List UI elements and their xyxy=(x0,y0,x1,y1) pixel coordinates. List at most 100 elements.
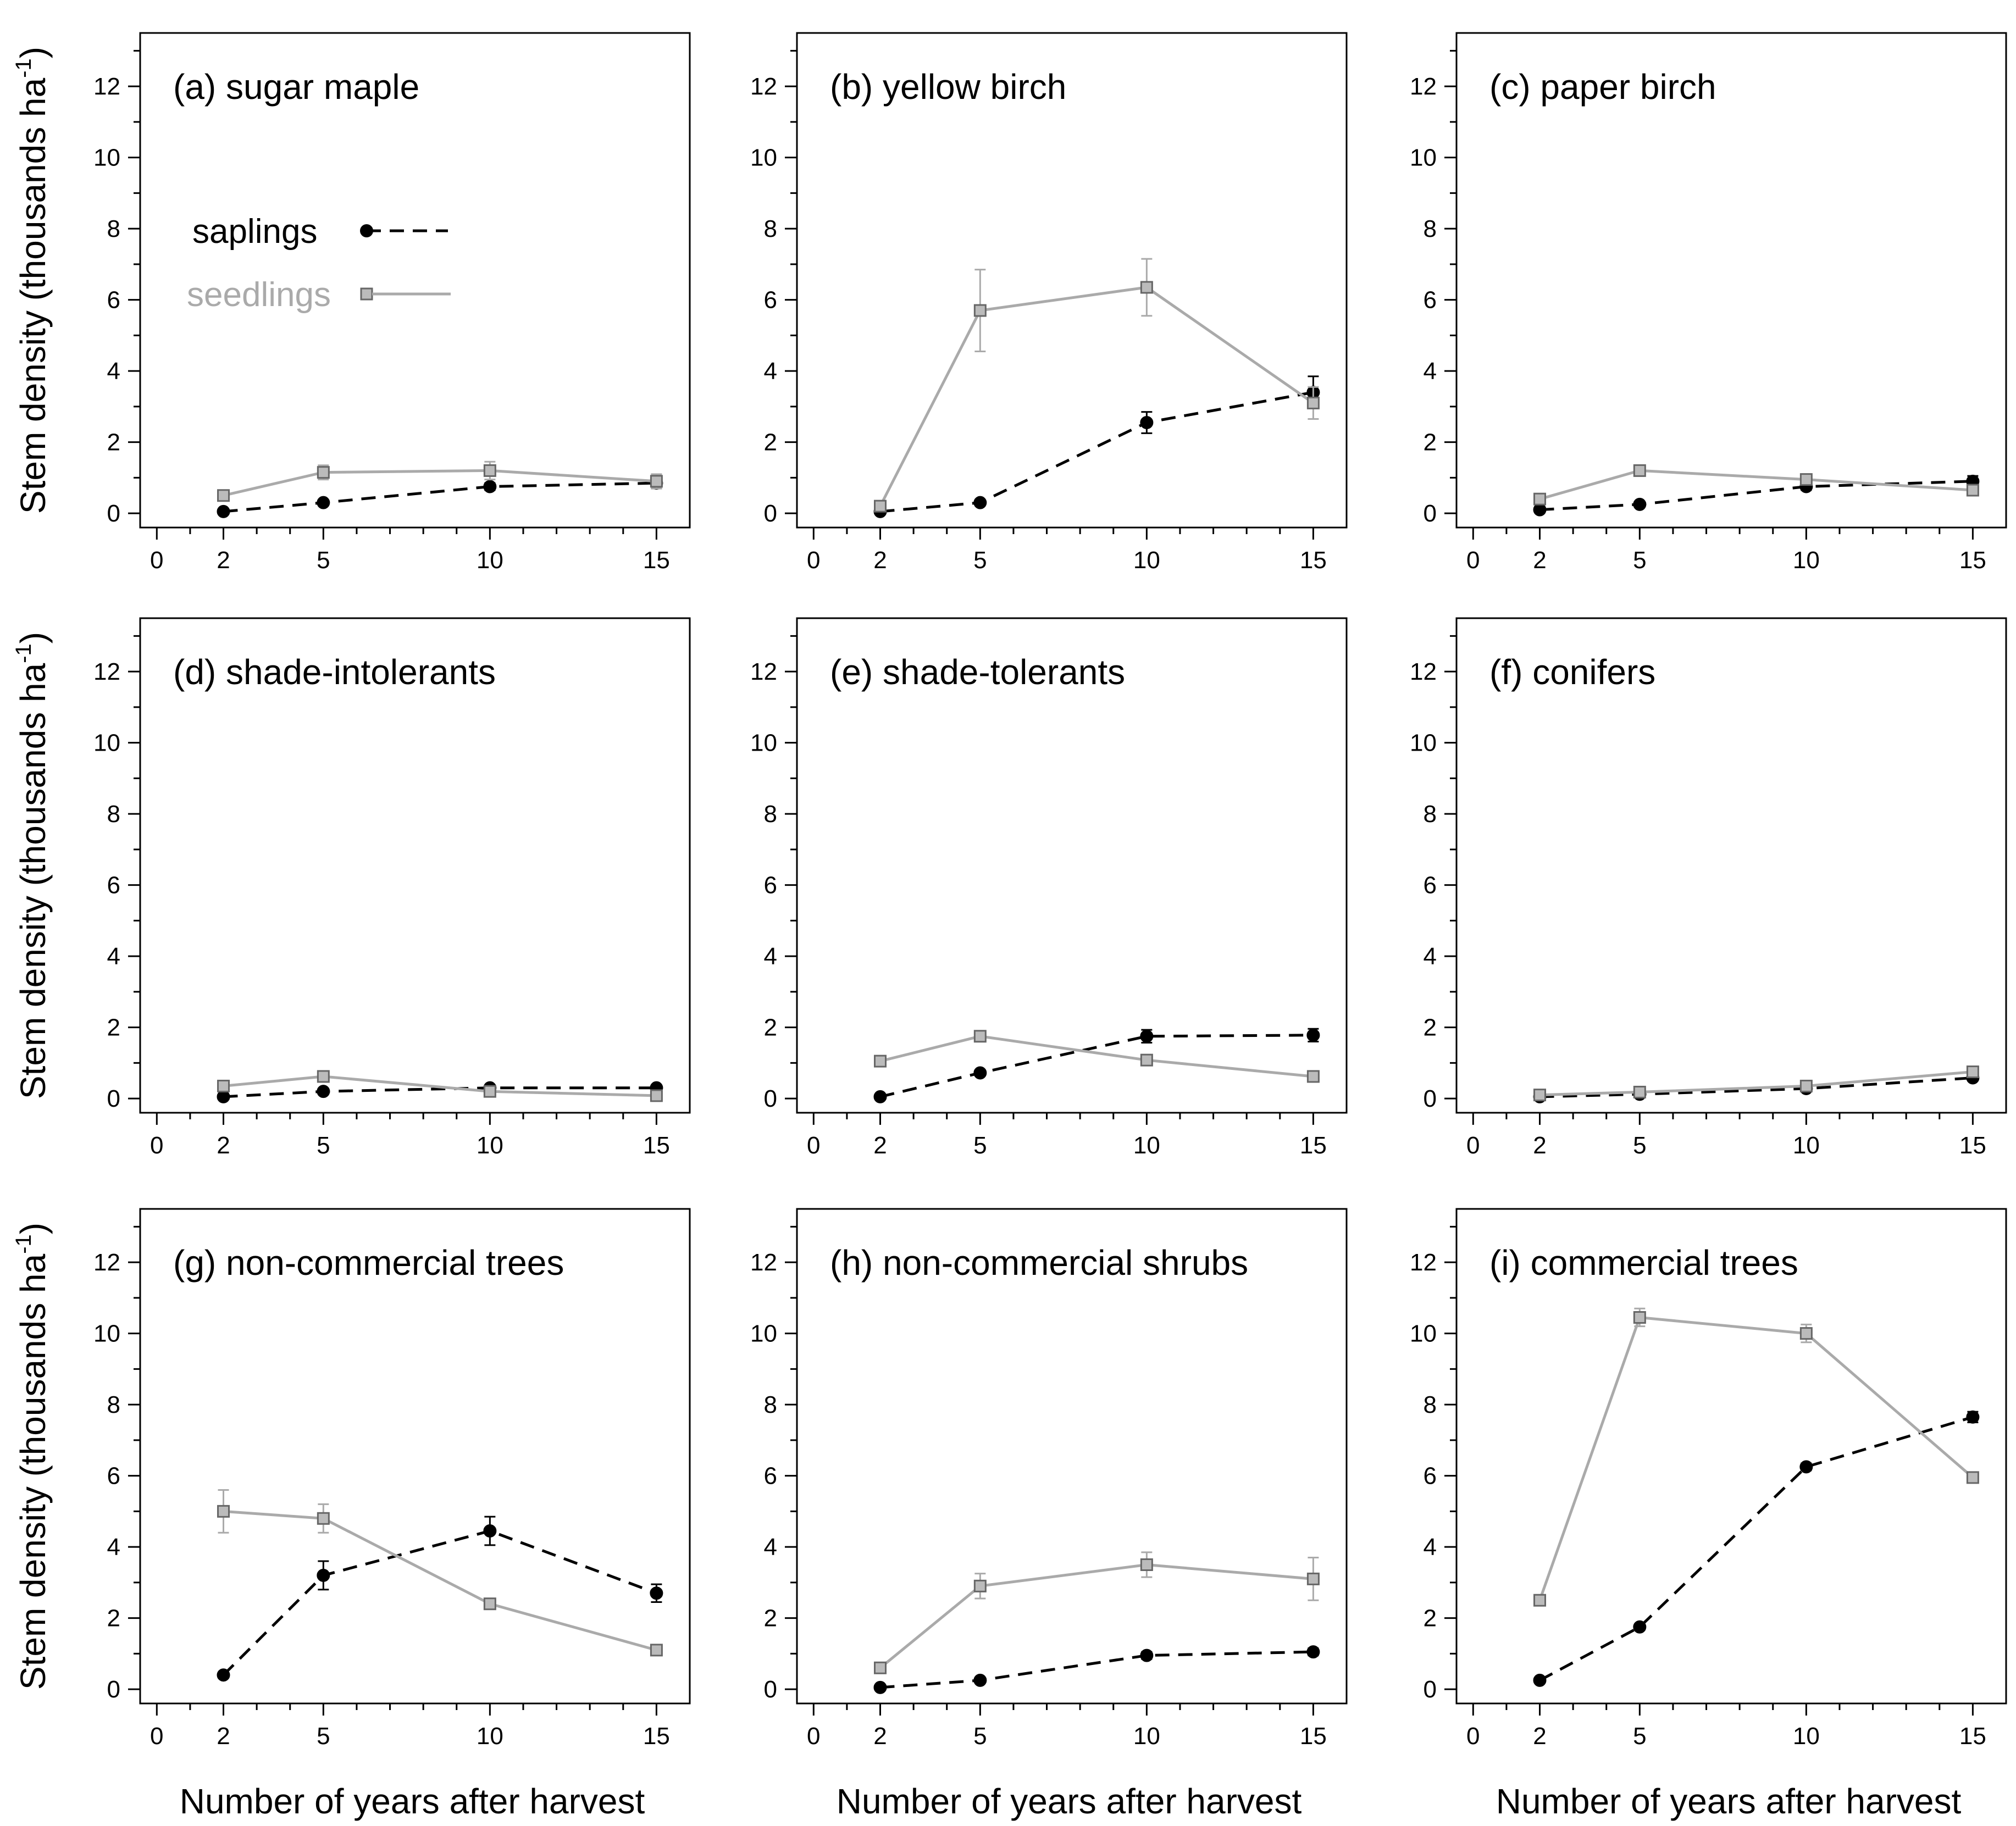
legend-marker-seedlings xyxy=(360,287,373,301)
seedlings-point xyxy=(1140,281,1153,294)
y-axis-title: Stem density (thousands ha-1) xyxy=(12,632,53,1099)
y-tick-label: 2 xyxy=(107,1605,120,1632)
y-tick-label: 0 xyxy=(764,1085,777,1112)
y-tick-label: 8 xyxy=(107,801,120,828)
y-tick-label: 10 xyxy=(1410,145,1437,171)
saplings-line xyxy=(1539,1416,1974,1682)
seedlings-point xyxy=(1799,1079,1813,1092)
saplings-point xyxy=(1306,1028,1320,1042)
panel-d: 0 2 4 6 8 10 12 0 2 5 10 15 (d) shade-intolerants xyxy=(93,617,691,1159)
saplings-line xyxy=(222,1529,657,1676)
y-tick-label: 12 xyxy=(750,73,777,100)
seedlings-point xyxy=(973,1579,987,1592)
y-tick-label: 2 xyxy=(764,429,777,456)
x-tick-label: 2 xyxy=(873,1723,887,1750)
saplings-point xyxy=(873,1090,887,1103)
panel-g: 0 2 4 6 8 10 12 0 2 5 10 15 (g) non-commercial trees xyxy=(93,1208,691,1750)
x-tick-label: 2 xyxy=(873,1132,887,1159)
x-tick-label: 5 xyxy=(973,547,987,574)
y-tick-label: 8 xyxy=(107,1391,120,1418)
plot-frame xyxy=(139,617,691,1114)
panel-h: 0 2 4 6 8 10 12 0 2 5 10 15 (h) non-commercial shrub… xyxy=(750,1208,1348,1750)
x-tick-label: 15 xyxy=(643,1723,670,1750)
plot-frame xyxy=(796,617,1348,1114)
legend-label-seedlings: seedlings xyxy=(187,276,331,314)
saplings-point xyxy=(317,496,330,509)
y-tick-label: 4 xyxy=(107,358,120,385)
panel-b: 0 2 4 6 8 10 12 0 2 5 10 15 (b) yellow birch xyxy=(750,32,1348,574)
y-tick-label: 8 xyxy=(1424,1391,1437,1418)
x-tick-label: 5 xyxy=(973,1132,987,1159)
x-tick-label: 15 xyxy=(1300,1723,1327,1750)
x-tick-label: 10 xyxy=(1133,547,1160,574)
seedlings-point xyxy=(874,1054,887,1068)
y-tick-label: 6 xyxy=(107,872,120,899)
y-tick-label: 10 xyxy=(1410,1320,1437,1347)
x-tick-label: 10 xyxy=(1133,1723,1160,1750)
saplings-point xyxy=(317,1568,330,1582)
seedlings-line xyxy=(879,286,1314,507)
x-tick-label: 15 xyxy=(1959,547,1986,574)
x-tick-label: 10 xyxy=(1793,1723,1820,1750)
y-tick-label: 10 xyxy=(750,145,777,171)
x-tick-label: 0 xyxy=(150,1132,163,1159)
y-tick-label: 4 xyxy=(107,1534,120,1561)
y-axis-title-text: Stem density (thousands ha xyxy=(13,663,53,1099)
x-tick-label: 2 xyxy=(217,1723,230,1750)
x-tick-label: 5 xyxy=(317,547,330,574)
y-tick-label: 8 xyxy=(1424,801,1437,828)
plot-frame xyxy=(1455,1208,2007,1705)
panel-title: (i) commercial trees xyxy=(1489,1243,1798,1283)
seedlings-point xyxy=(650,475,663,488)
x-tick-label: 2 xyxy=(873,547,887,574)
plot-frame xyxy=(139,32,691,529)
seedlings-point xyxy=(1633,1311,1646,1324)
saplings-point xyxy=(650,1586,663,1600)
x-tick-label: 15 xyxy=(1959,1723,1986,1750)
panels: 0 2 4 6 8 10 12 0 2 5 10 15 (a) sugar maple saplingss… xyxy=(93,32,2007,1750)
x-axis-title: Number of years after harvest xyxy=(1496,1781,1962,1821)
y-axis-title-text: Stem density (thousands ha xyxy=(13,77,53,514)
saplings-point xyxy=(1966,1410,1980,1424)
seedlings-point xyxy=(973,1030,987,1043)
x-tick-label: 5 xyxy=(1633,1132,1646,1159)
y-axis-title-close: ) xyxy=(13,47,53,58)
y-tick-label: 8 xyxy=(1424,215,1437,242)
y-tick-label: 12 xyxy=(93,73,120,100)
y-axis-title: Stem density (thousands ha-1) xyxy=(12,47,53,514)
y-tick-label: 0 xyxy=(1424,500,1437,527)
x-tick-label: 10 xyxy=(1793,1132,1820,1159)
saplings-point xyxy=(1140,1029,1154,1043)
y-tick-label: 6 xyxy=(107,1463,120,1490)
x-tick-label: 2 xyxy=(217,547,230,574)
plot-frame xyxy=(796,32,1348,529)
y-tick-label: 12 xyxy=(93,1249,120,1276)
panel-title: (h) non-commercial shrubs xyxy=(830,1243,1248,1283)
panel-title: (g) non-commercial trees xyxy=(173,1243,564,1283)
seedlings-point xyxy=(483,464,496,477)
x-tick-label: 10 xyxy=(477,1723,503,1750)
y-axis-title-close: ) xyxy=(13,632,53,643)
x-tick-label: 0 xyxy=(1466,1132,1480,1159)
seedlings-point xyxy=(1966,484,1979,497)
panel-title: (d) shade-intolerants xyxy=(173,652,496,692)
legend: saplings seedlings xyxy=(187,213,451,314)
x-tick-label: 5 xyxy=(1633,547,1646,574)
saplings-point xyxy=(973,1673,987,1687)
x-tick-label: 10 xyxy=(1133,1132,1160,1159)
x-tick-label: 5 xyxy=(973,1723,987,1750)
seedlings-point xyxy=(1966,1065,1979,1079)
seedlings-point xyxy=(317,1512,330,1525)
saplings-point xyxy=(217,504,230,518)
y-tick-label: 6 xyxy=(1424,872,1437,899)
y-tick-label: 2 xyxy=(764,1605,777,1632)
x-tick-label: 10 xyxy=(477,1132,503,1159)
x-tick-label: 0 xyxy=(150,1723,163,1750)
y-tick-label: 0 xyxy=(764,500,777,527)
y-tick-label: 10 xyxy=(93,1320,120,1347)
panel-title: (a) sugar maple xyxy=(173,67,419,107)
saplings-point xyxy=(1140,415,1154,429)
saplings-point xyxy=(1633,497,1647,511)
y-tick-label: 12 xyxy=(750,658,777,685)
